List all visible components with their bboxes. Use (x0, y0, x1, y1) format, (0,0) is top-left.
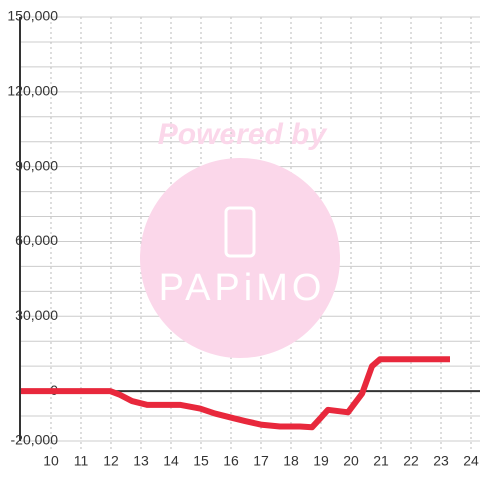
watermark-text: Powered by (158, 118, 328, 151)
x-tick-label: 14 (163, 453, 179, 469)
x-tick-label: 16 (223, 453, 239, 469)
x-tick-label: 10 (43, 453, 59, 469)
watermark-circle (140, 158, 340, 358)
watermark-icon (224, 206, 256, 258)
y-tick-label: 150,000 (7, 8, 58, 24)
x-tick-label: 19 (313, 453, 329, 469)
x-tick-label: 18 (283, 453, 299, 469)
y-tick-label: 90,000 (15, 157, 58, 173)
x-tick-label: 21 (373, 453, 389, 469)
y-tick-label: 30,000 (15, 307, 58, 323)
x-tick-label: 15 (193, 453, 209, 469)
data-line (20, 356, 450, 431)
y-tick-label: -20,000 (11, 432, 59, 448)
x-tick-label: 11 (74, 453, 89, 469)
watermark-logo: PAPiMO (159, 267, 326, 309)
y-tick-label: 60,000 (15, 232, 58, 248)
y-tick-label: 120,000 (7, 83, 58, 99)
x-tick-label: 23 (433, 453, 449, 469)
x-tick-label: 24 (463, 453, 479, 469)
x-tick-label: 13 (133, 453, 149, 469)
x-tick-label: 20 (343, 453, 359, 469)
x-tick-label: 17 (253, 453, 269, 469)
watermark: Powered by PAPiMO (140, 118, 340, 358)
x-tick-label: 12 (103, 453, 119, 469)
x-tick-label: 22 (403, 453, 419, 469)
